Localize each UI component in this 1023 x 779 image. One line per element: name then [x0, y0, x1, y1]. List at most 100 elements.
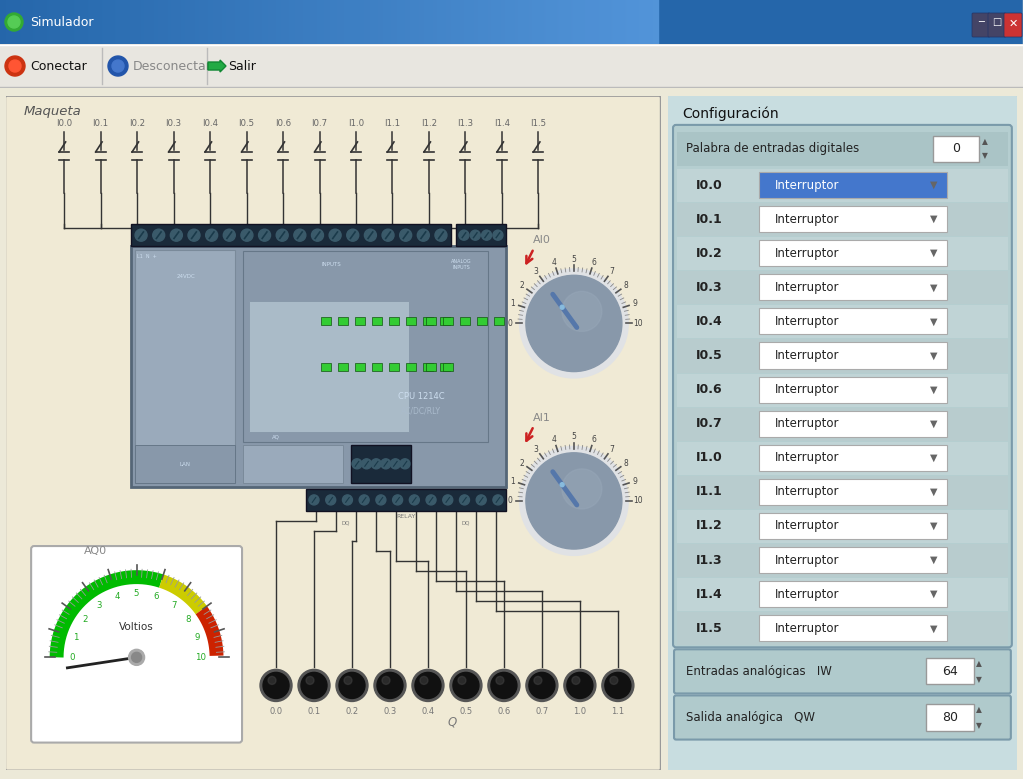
- FancyBboxPatch shape: [759, 513, 946, 539]
- Circle shape: [561, 483, 564, 487]
- Text: ▼: ▼: [930, 316, 937, 326]
- Circle shape: [152, 229, 165, 241]
- FancyBboxPatch shape: [674, 650, 1011, 693]
- Text: Interruptor: Interruptor: [775, 178, 840, 192]
- Text: ▼: ▼: [930, 282, 937, 292]
- Text: I1.2: I1.2: [420, 119, 437, 129]
- Text: Voltios: Voltios: [120, 622, 153, 633]
- FancyBboxPatch shape: [759, 547, 946, 573]
- Text: 4: 4: [551, 258, 557, 267]
- Bar: [440, 362, 450, 371]
- Text: ▼: ▼: [930, 487, 937, 497]
- Text: ▼: ▼: [930, 521, 937, 531]
- Bar: [355, 362, 365, 371]
- Text: 2: 2: [520, 281, 525, 291]
- Bar: [135, 250, 235, 483]
- Bar: [677, 510, 1008, 543]
- Circle shape: [400, 459, 410, 469]
- Text: I1.5: I1.5: [530, 119, 546, 129]
- Circle shape: [260, 669, 292, 701]
- FancyBboxPatch shape: [673, 125, 1012, 647]
- Bar: [677, 203, 1008, 236]
- Circle shape: [344, 676, 352, 685]
- Circle shape: [526, 453, 622, 549]
- Bar: [243, 252, 488, 442]
- Text: □: □: [992, 17, 1002, 27]
- Circle shape: [352, 459, 362, 469]
- Text: Interruptor: Interruptor: [775, 622, 840, 635]
- Bar: [677, 374, 1008, 407]
- Text: Palabra de entradas digitales: Palabra de entradas digitales: [686, 143, 859, 156]
- Circle shape: [562, 469, 602, 509]
- Circle shape: [493, 230, 503, 240]
- Circle shape: [298, 669, 330, 701]
- Bar: [677, 132, 1008, 166]
- Text: Simulador: Simulador: [30, 16, 93, 29]
- Circle shape: [610, 676, 618, 685]
- Bar: [426, 317, 436, 326]
- Text: Interruptor: Interruptor: [775, 520, 840, 533]
- Text: 0.1: 0.1: [308, 707, 320, 716]
- Circle shape: [259, 229, 270, 241]
- Bar: [372, 362, 382, 371]
- Text: I1.4: I1.4: [494, 119, 510, 129]
- Text: Interruptor: Interruptor: [775, 213, 840, 226]
- Text: 24VDC: 24VDC: [177, 273, 195, 279]
- Circle shape: [361, 459, 371, 469]
- Text: 0.6: 0.6: [497, 707, 510, 716]
- Text: I0.7: I0.7: [696, 418, 723, 430]
- Text: 8: 8: [623, 459, 628, 467]
- Text: ANALOG
INPUTS: ANALOG INPUTS: [450, 259, 472, 270]
- Text: 6: 6: [591, 435, 596, 444]
- Bar: [443, 317, 453, 326]
- Circle shape: [520, 270, 628, 378]
- Text: Configuración: Configuración: [682, 107, 779, 121]
- Circle shape: [375, 495, 386, 505]
- FancyBboxPatch shape: [1004, 13, 1022, 37]
- Text: 5: 5: [572, 255, 576, 264]
- Text: 2: 2: [82, 615, 88, 624]
- Bar: [351, 445, 411, 483]
- Text: INPUTS: INPUTS: [321, 262, 341, 266]
- Circle shape: [409, 495, 419, 505]
- Text: 2: 2: [520, 459, 525, 467]
- Text: I0.1: I0.1: [92, 119, 108, 129]
- Text: Salir: Salir: [228, 59, 256, 72]
- Text: ─: ─: [978, 17, 984, 27]
- Text: 0.3: 0.3: [384, 707, 397, 716]
- Bar: [460, 317, 470, 326]
- Circle shape: [459, 495, 470, 505]
- Circle shape: [435, 229, 447, 241]
- Text: 1: 1: [510, 477, 516, 485]
- Bar: [249, 301, 409, 432]
- Text: ▼: ▼: [930, 555, 937, 565]
- Bar: [321, 362, 331, 371]
- Text: 0: 0: [507, 319, 513, 328]
- Text: I0.1: I0.1: [696, 213, 723, 226]
- Bar: [677, 442, 1008, 475]
- Text: Interruptor: Interruptor: [775, 485, 840, 499]
- Circle shape: [453, 672, 479, 699]
- Bar: [677, 237, 1008, 270]
- Bar: [389, 317, 399, 326]
- Bar: [338, 317, 348, 326]
- Text: ✕: ✕: [1009, 19, 1018, 29]
- Circle shape: [415, 672, 441, 699]
- FancyBboxPatch shape: [759, 172, 946, 198]
- Text: L1  N  +: L1 N +: [137, 254, 157, 259]
- Text: Interruptor: Interruptor: [775, 383, 840, 396]
- Bar: [306, 489, 506, 511]
- Text: CPU 1214C: CPU 1214C: [398, 392, 444, 401]
- Circle shape: [171, 229, 182, 241]
- FancyBboxPatch shape: [759, 206, 946, 232]
- Text: 4: 4: [551, 435, 557, 444]
- Text: 0.0: 0.0: [269, 707, 282, 716]
- Circle shape: [135, 229, 147, 241]
- Bar: [456, 224, 506, 246]
- FancyBboxPatch shape: [933, 136, 979, 162]
- Text: 0.4: 0.4: [421, 707, 435, 716]
- FancyArrow shape: [208, 60, 226, 72]
- Text: AQ: AQ: [272, 434, 280, 439]
- Text: 1: 1: [73, 633, 79, 642]
- Bar: [422, 317, 433, 326]
